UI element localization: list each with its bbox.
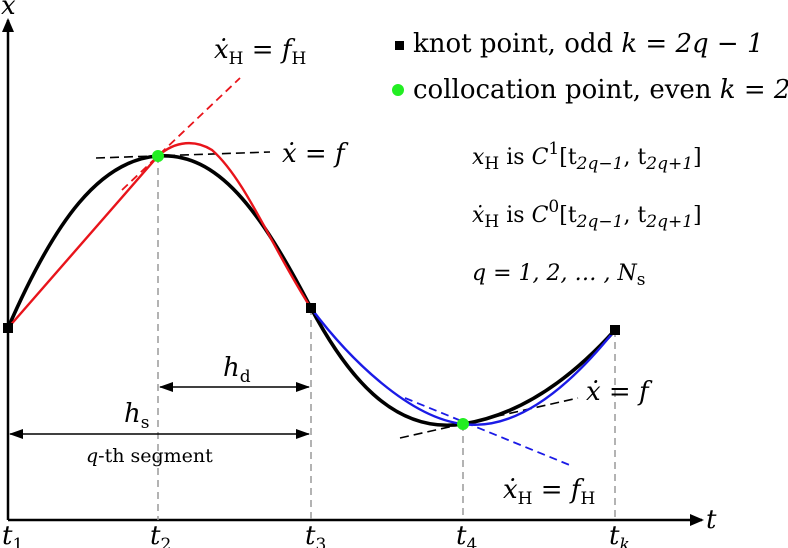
hermite-interpolant-segment-2 [310, 307, 616, 427]
tangent-hermite-top [121, 77, 241, 191]
tick-t1: t1 [2, 521, 23, 548]
hermite-interpolant-segment-1 [7, 142, 313, 329]
condition-xh-c1: xH is C1[t2q−1, t2q+1] [472, 139, 702, 174]
legend-collocation-marker [392, 84, 404, 96]
knot-points [3, 303, 620, 335]
legend-knot-marker [395, 41, 404, 50]
tick-labels: t1 t2 t3 t4 tk [2, 521, 630, 548]
legend-knot-text: knot point, odd k = 2q − 1 [413, 29, 764, 59]
y-axis-label: x [1, 0, 16, 21]
conditions: xH is C1[t2q−1, t2q+1] ẋH is C0[t2q−1, t… [472, 139, 702, 290]
condition-q-range: q = 1, 2, … , Ns [472, 261, 645, 290]
slope-hermite-top-label: ẋH = fH [214, 35, 306, 69]
slope-true-top-label: ẋ = f [282, 139, 349, 169]
segment-label: q-th segment [86, 445, 213, 467]
knot-point-tk [610, 325, 620, 335]
tick-t4: t4 [456, 521, 477, 548]
legend: knot point, odd k = 2q − 1 collocation p… [392, 29, 788, 105]
slope-true-bottom-label: ẋ = f [586, 377, 653, 407]
collocation-point-t4 [457, 418, 469, 430]
guide-lines [157, 156, 616, 520]
tick-t3: t3 [305, 521, 326, 548]
slope-hermite-bottom-label: ẋH = fH [503, 475, 595, 509]
tangent-true-top [95, 151, 271, 159]
h-d-label: hd [223, 353, 251, 387]
x-axis-label: t [706, 505, 717, 535]
tangent-hermite-bottom [404, 397, 573, 467]
tick-t2: t2 [150, 521, 171, 548]
legend-collocation-text: collocation point, even k = 2q [413, 75, 788, 105]
tick-tk: tk [609, 521, 630, 548]
h-s-label: hs [124, 399, 149, 433]
knot-point-t1 [3, 323, 13, 333]
condition-xhdot-c0: ẋH is C0[t2q−1, t2q+1] [472, 197, 702, 232]
knot-point-t3 [306, 303, 316, 313]
collocation-point-t2 [152, 150, 164, 162]
